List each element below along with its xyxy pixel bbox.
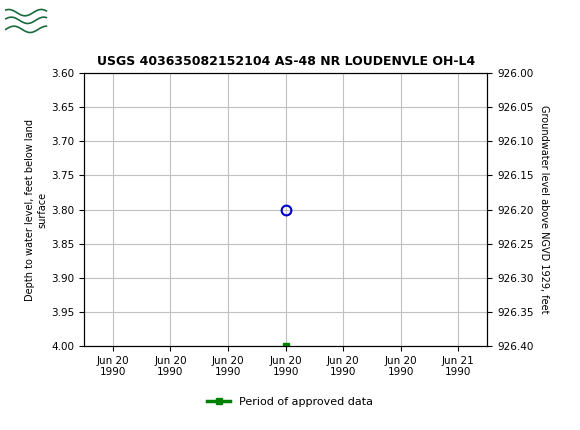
Text: USGS: USGS bbox=[102, 12, 170, 32]
Title: USGS 403635082152104 AS-48 NR LOUDENVLE OH-L4: USGS 403635082152104 AS-48 NR LOUDENVLE … bbox=[96, 55, 475, 68]
Bar bbox=[3, 3, 96, 42]
Legend: Period of approved data: Period of approved data bbox=[203, 393, 377, 412]
Y-axis label: Groundwater level above NGVD 1929, feet: Groundwater level above NGVD 1929, feet bbox=[539, 105, 549, 314]
Y-axis label: Depth to water level, feet below land
surface: Depth to water level, feet below land su… bbox=[26, 119, 47, 301]
